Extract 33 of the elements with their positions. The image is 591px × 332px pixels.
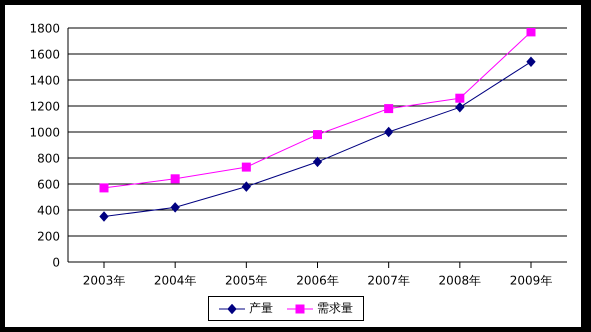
x-tick-label: 2003年	[82, 274, 126, 288]
x-tick-label: 2008年	[438, 274, 482, 288]
y-tick-label: 1800	[29, 21, 60, 36]
x-tick-label: 2007年	[367, 274, 410, 288]
point	[455, 94, 464, 103]
x-tick-label: 2004年	[154, 274, 196, 288]
point	[170, 202, 180, 212]
x-tick-label: 2009年	[510, 274, 552, 288]
point	[242, 182, 251, 192]
y-tick-label: 0	[52, 255, 60, 270]
y-tick-label: 1400	[29, 73, 60, 88]
y-tick-label: 200	[37, 229, 60, 244]
point	[526, 28, 536, 36]
point	[384, 104, 394, 114]
point	[100, 212, 108, 222]
y-tick-label: 1200	[29, 99, 60, 114]
point	[313, 156, 322, 167]
point	[384, 127, 394, 137]
y-tick-label: 400	[37, 203, 60, 218]
point	[455, 102, 464, 112]
point	[100, 183, 108, 192]
legend-label: 需求量	[316, 300, 353, 317]
x-tick-label: 2005年	[225, 274, 268, 288]
y-tick-label: 1600	[29, 47, 60, 62]
x-tick-label: 2006年	[296, 274, 339, 288]
point	[313, 130, 322, 140]
y-tick-label: 800	[37, 151, 60, 166]
y-tick-label: 600	[37, 177, 60, 192]
point	[170, 174, 180, 184]
point	[526, 56, 536, 67]
legend-label: 产量	[248, 300, 273, 317]
point	[242, 162, 251, 172]
y-tick-label: 1000	[29, 125, 60, 140]
